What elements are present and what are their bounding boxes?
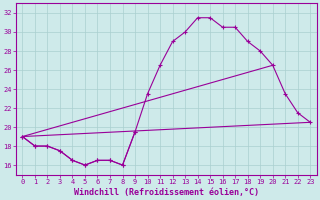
X-axis label: Windchill (Refroidissement éolien,°C): Windchill (Refroidissement éolien,°C) — [74, 188, 259, 197]
